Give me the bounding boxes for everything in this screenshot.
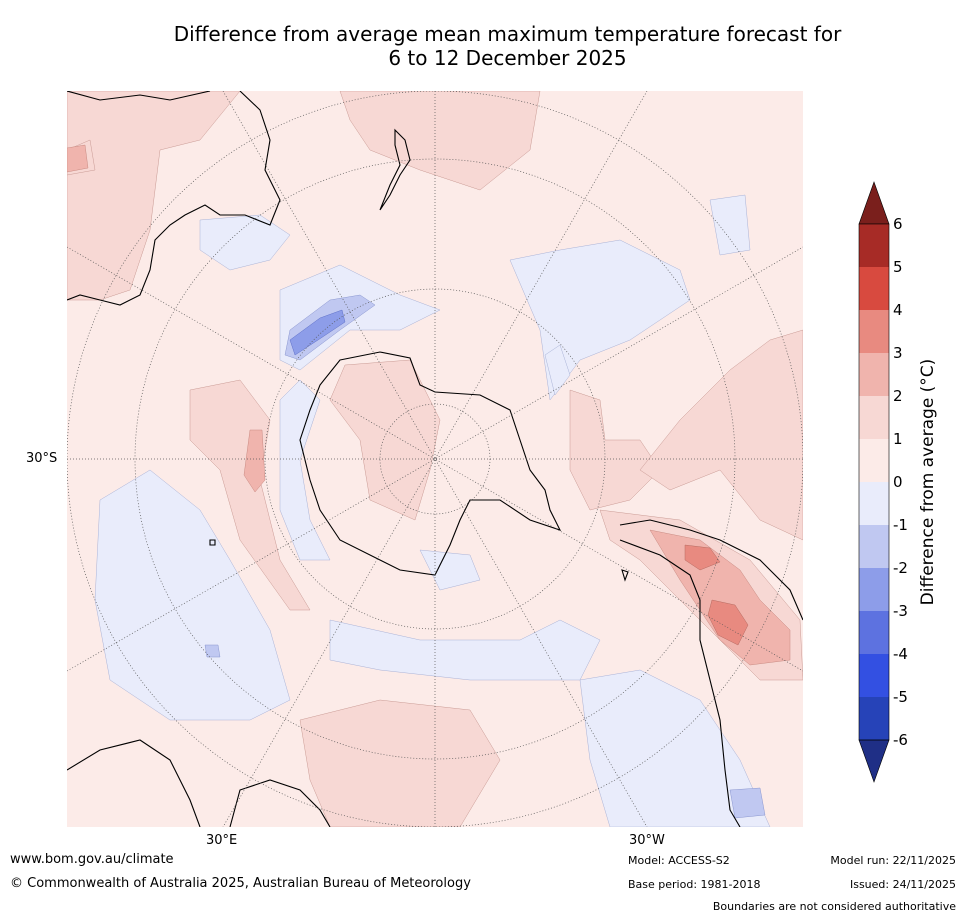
- cold-anomaly-regions: [289, 309, 346, 356]
- colorbar-tick-label: -3: [893, 602, 908, 620]
- issued-text: Issued: 24/11/2025: [849, 878, 956, 891]
- colorbar-band: [859, 224, 889, 267]
- colorbar-tick-label: -5: [893, 688, 908, 706]
- colorbar-band: [859, 439, 889, 482]
- colorbar-band: [859, 353, 889, 396]
- colorbar-extend-low: [858, 739, 890, 783]
- colorbar-band: [859, 310, 889, 353]
- disclaimer-text: Boundaries are not considered authoritat…: [712, 900, 956, 913]
- title-line-1: Difference from average mean maximum tem…: [173, 22, 842, 46]
- longitude-label-30w: 30°W: [629, 833, 665, 848]
- colorbar: [858, 181, 890, 783]
- colorbar-extend-high: [858, 181, 890, 225]
- colorbar-band: [859, 611, 889, 654]
- colorbar-band: [859, 697, 889, 740]
- colorbar-tick-label: 1: [893, 430, 903, 448]
- colorbar-band: [859, 396, 889, 439]
- latitude-label-30s: 30°S: [26, 451, 58, 466]
- colorbar-tick-label: 5: [893, 258, 903, 276]
- colorbar-tick-label: 4: [893, 301, 903, 319]
- colorbar-tick-label: -1: [893, 516, 908, 534]
- copyright-text: © Commonwealth of Australia 2025, Austra…: [10, 876, 471, 891]
- coastlines: [67, 91, 803, 827]
- colorbar-tick-label: 3: [893, 344, 903, 362]
- warmer-anomaly-regions: [67, 144, 791, 666]
- website-link[interactable]: www.bom.gov.au/climate: [10, 852, 174, 867]
- model-text: Model: ACCESS-S2: [628, 854, 730, 867]
- colorbar-tick-label: 6: [893, 215, 903, 233]
- base-period-text: Base period: 1981-2018: [628, 878, 761, 891]
- colorbar-title: Difference from average (°C): [918, 358, 938, 606]
- colorbar-tick-label: -2: [893, 559, 908, 577]
- colorbar-frame: [858, 223, 890, 741]
- colorbar-band: [859, 482, 889, 525]
- map-title: Difference from average mean maximum tem…: [0, 22, 965, 70]
- graticule: [67, 91, 803, 827]
- colorbar-band: [859, 267, 889, 310]
- colorbar-tick-label: 0: [893, 473, 903, 491]
- colorbar-band: [859, 525, 889, 568]
- colorbar-tick-label: -6: [893, 731, 908, 749]
- colorbar-tick-label: 2: [893, 387, 903, 405]
- colorbar-band: [859, 654, 889, 697]
- longitude-label-30e: 30°E: [206, 833, 238, 848]
- title-line-2: 6 to 12 December 2025: [388, 46, 627, 70]
- model-run-text: Model run: 22/11/2025: [830, 854, 956, 867]
- colorbar-band: [859, 568, 889, 611]
- colorbar-tick-label: -4: [893, 645, 908, 663]
